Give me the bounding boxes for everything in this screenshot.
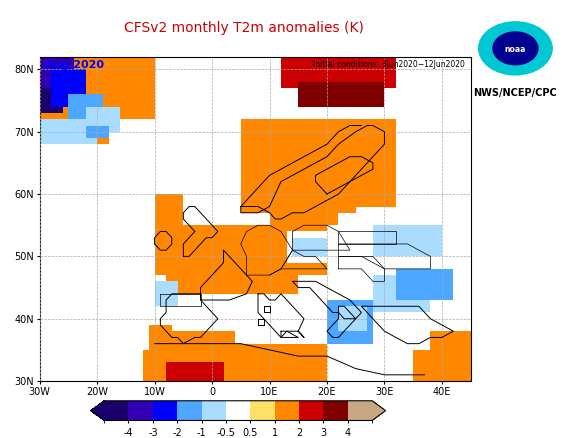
Text: CFSv2 monthly T2m anomalies (K): CFSv2 monthly T2m anomalies (K) — [124, 21, 364, 35]
Text: Initial conditions: 3Jun2020−12Jun2020: Initial conditions: 3Jun2020−12Jun2020 — [313, 60, 465, 69]
Bar — [373, 275, 430, 312]
Bar — [166, 269, 223, 300]
Bar — [223, 231, 269, 256]
Bar — [155, 281, 177, 306]
Bar — [338, 207, 454, 275]
Bar — [241, 132, 356, 213]
Ellipse shape — [493, 32, 538, 65]
Bar — [155, 344, 327, 381]
Bar — [327, 119, 396, 150]
Bar — [327, 300, 373, 344]
Bar — [166, 356, 201, 381]
Bar — [396, 269, 454, 300]
Bar — [74, 150, 137, 175]
PathPatch shape — [91, 401, 104, 420]
Bar — [298, 82, 384, 107]
Bar — [235, 225, 258, 244]
Ellipse shape — [479, 22, 552, 75]
Bar — [166, 331, 235, 350]
Bar — [155, 194, 327, 275]
Text: Aug 2020: Aug 2020 — [45, 60, 104, 70]
Bar — [183, 225, 269, 269]
Bar — [293, 238, 327, 256]
Bar — [183, 194, 269, 231]
Bar — [40, 88, 63, 113]
Bar — [40, 119, 97, 150]
Text: noaa: noaa — [505, 45, 526, 54]
Text: NWS/NCEP/CPC: NWS/NCEP/CPC — [473, 88, 557, 98]
Bar — [413, 350, 471, 381]
Bar — [40, 107, 109, 144]
Bar — [149, 325, 172, 350]
Bar — [183, 256, 298, 294]
Bar — [373, 225, 442, 256]
Bar — [241, 119, 396, 225]
Bar — [143, 350, 223, 381]
Bar — [287, 231, 338, 263]
Bar — [430, 331, 471, 381]
Bar — [51, 69, 86, 107]
Bar — [40, 57, 155, 119]
PathPatch shape — [372, 401, 386, 420]
Bar — [281, 57, 396, 88]
Bar — [86, 126, 109, 138]
Bar — [69, 94, 103, 119]
Bar — [40, 57, 74, 94]
Bar — [338, 306, 367, 331]
Bar — [40, 144, 143, 319]
Bar — [86, 107, 120, 132]
Bar — [177, 369, 206, 381]
Bar — [166, 362, 223, 381]
Bar — [212, 294, 327, 344]
Bar — [160, 294, 241, 344]
Bar — [155, 200, 223, 256]
